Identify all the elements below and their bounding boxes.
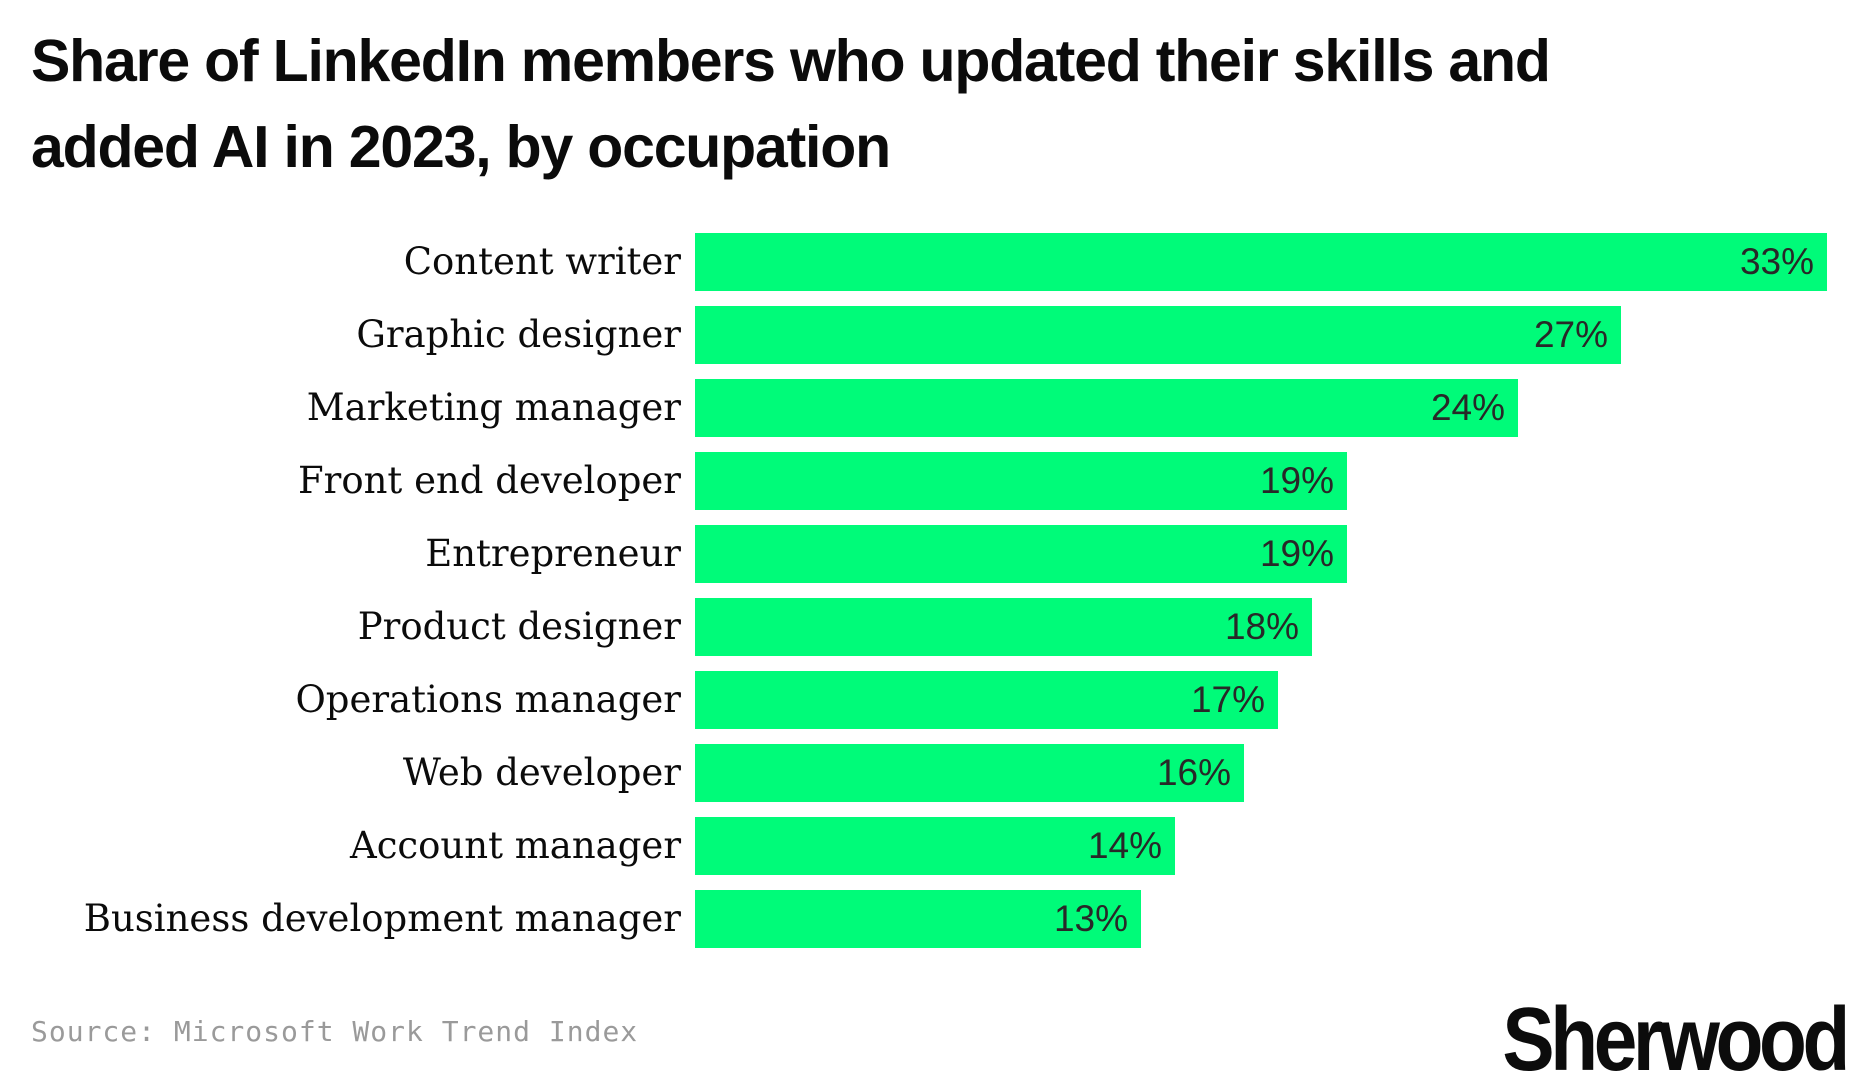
category-label: Product designer [357,605,681,648]
sherwood-logo: Sherwood [1502,990,1850,1089]
bar: 33% [695,233,1827,291]
value-label: 13% [1053,898,1128,939]
bar: 16% [695,744,1244,802]
category-label: Graphic designer [356,313,681,356]
source-note: Source: Microsoft Work Trend Index [31,1015,639,1048]
category-label: Front end developer [297,459,681,502]
value-label: 33% [1739,241,1814,282]
value-label: 19% [1259,460,1334,501]
category-label: Operations manager [295,678,681,721]
value-label: 24% [1430,387,1505,428]
chart-row: Entrepreneur 19% [0,525,1827,583]
category-label: Entrepreneur [425,532,681,575]
value-label: 17% [1190,679,1265,720]
chart-row: Account manager 14% [0,817,1827,875]
value-label: 16% [1156,752,1231,793]
bar-chart: Content writer 33% Graphic designer 27% Mark… [0,233,1827,948]
bar: 27% [695,306,1621,364]
chart-row: Marketing manager 24% [0,379,1827,437]
chart-row: Product designer 18% [0,598,1827,656]
value-label: 18% [1224,606,1299,647]
value-label: 27% [1533,314,1608,355]
bar: 19% [695,525,1347,583]
chart-row: Content writer 33% [0,233,1827,291]
chart-row: Operations manager 17% [0,671,1827,729]
category-label: Account manager [349,824,681,867]
bar: 17% [695,671,1278,729]
value-label: 19% [1259,533,1334,574]
category-label: Web developer [402,751,681,794]
chart-row: Graphic designer 27% [0,306,1827,364]
value-label: 14% [1087,825,1162,866]
category-label: Marketing manager [306,386,681,429]
chart-row: Front end developer 19% [0,452,1827,510]
bar: 18% [695,598,1312,656]
bar: 13% [695,890,1141,948]
bar: 19% [695,452,1347,510]
category-label: Content writer [403,240,681,283]
bar: 14% [695,817,1175,875]
chart-title-line2: added AI in 2023, by occupation [31,114,891,180]
chart-title: Share of LinkedIn members who updated th… [31,18,1551,190]
chart-row: Business development manager 13% [0,890,1827,948]
chart-row: Web developer 16% [0,744,1827,802]
bar: 24% [695,379,1518,437]
category-label: Business development manager [83,897,681,940]
chart-title-line1: Share of LinkedIn members who updated th… [31,28,1551,94]
